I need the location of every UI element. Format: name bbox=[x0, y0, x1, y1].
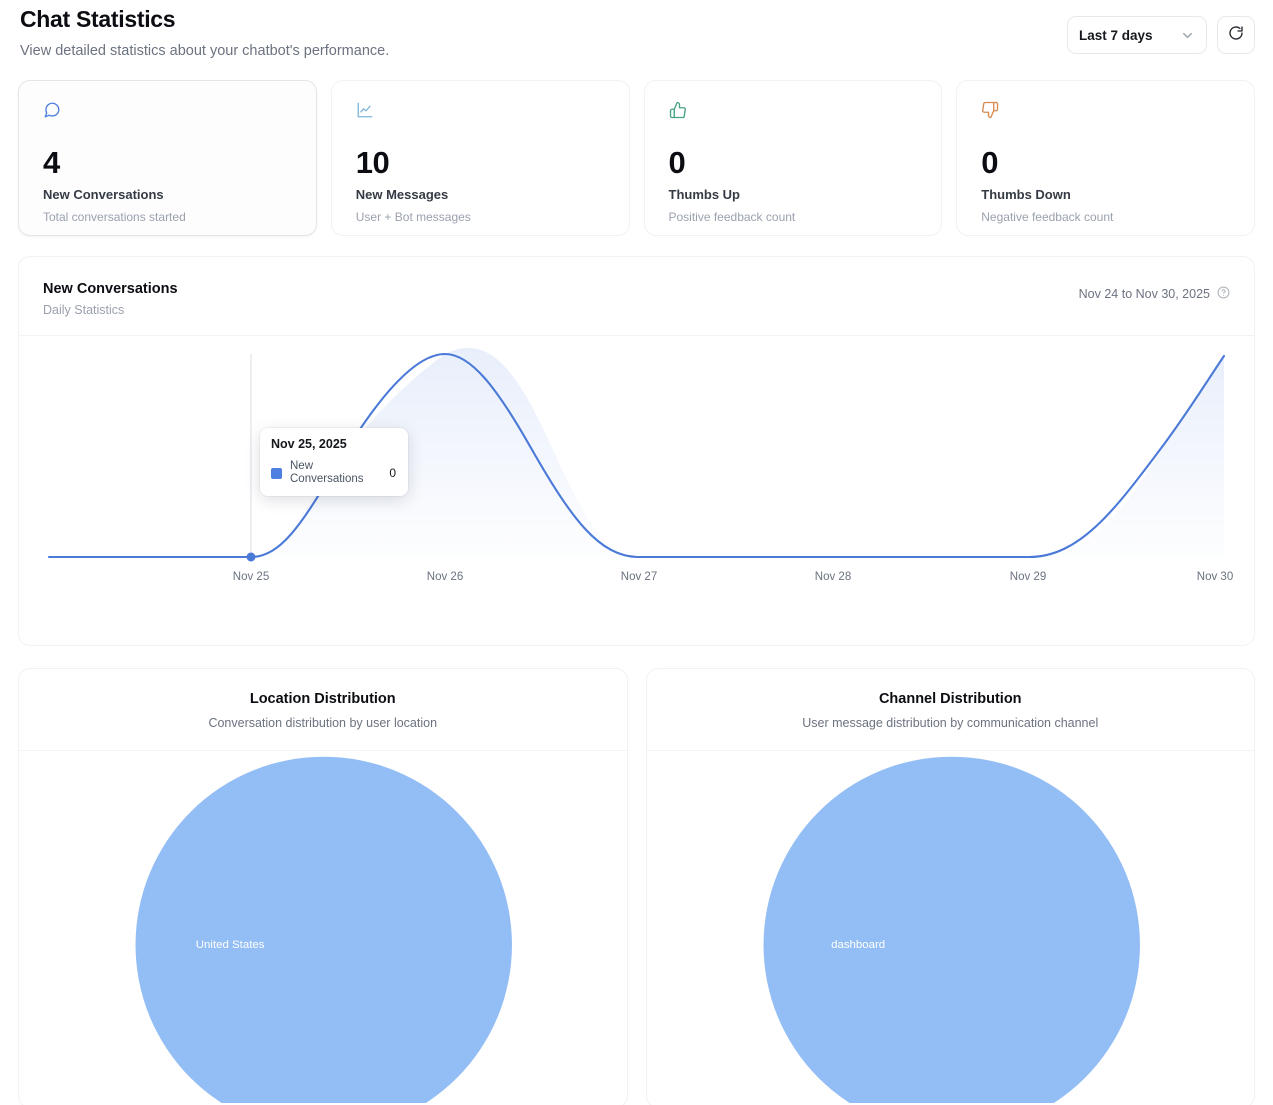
stat-value: 4 bbox=[43, 145, 60, 180]
x-tick-label: Nov 28 bbox=[815, 571, 851, 583]
page-header: Chat Statistics View detailed statistics… bbox=[18, 0, 1255, 62]
pie-slice-label: dashboard bbox=[831, 939, 885, 951]
stat-value: 0 bbox=[668, 145, 686, 180]
area-fill bbox=[49, 347, 1224, 557]
date-range-value: Last 7 days bbox=[1079, 27, 1153, 43]
x-axis-labels: Nov 25 Nov 26 Nov 27 Nov 28 Nov 29 Nov 3… bbox=[233, 571, 1233, 583]
x-tick-label: Nov 29 bbox=[1010, 571, 1046, 583]
x-tick-label: Nov 26 bbox=[427, 571, 463, 583]
page-title: Chat Statistics bbox=[20, 6, 176, 32]
stat-description: Total conversations started bbox=[43, 210, 186, 224]
new-conversations-chart-card: New Conversations Daily Statistics Nov 2… bbox=[18, 256, 1255, 646]
location-distribution-card: Location Distribution Conversation distr… bbox=[18, 668, 628, 1105]
refresh-icon bbox=[1228, 25, 1244, 46]
header-text-block: Chat Statistics View detailed statistics… bbox=[18, 4, 389, 62]
stat-card-thumbs-down[interactable]: 0 Thumbs Down Negative feedback count bbox=[956, 80, 1255, 236]
location-card-title: Location Distribution bbox=[249, 691, 396, 707]
stat-label: New Conversations bbox=[43, 187, 164, 202]
tooltip-series-row: New Conversations 0 bbox=[271, 460, 396, 486]
header-actions: Last 7 days bbox=[1067, 4, 1255, 54]
tooltip-date: Nov 25, 2025 bbox=[271, 437, 347, 451]
stat-label: Thumbs Down bbox=[981, 187, 1071, 202]
thumbs-down-icon bbox=[981, 99, 1232, 121]
stat-description: Negative feedback count bbox=[981, 210, 1114, 224]
channel-pie-svg: dashboard bbox=[763, 756, 1140, 1103]
pie-slice-united-states[interactable] bbox=[135, 756, 512, 1103]
stat-label: Thumbs Up bbox=[668, 187, 741, 202]
chart-tooltip: Nov 25, 2025 New Conversations 0 bbox=[260, 428, 408, 496]
pie-slice-dashboard[interactable] bbox=[763, 756, 1140, 1103]
distribution-cards-row: Location Distribution Conversation distr… bbox=[18, 668, 1255, 1105]
refresh-button[interactable] bbox=[1217, 16, 1255, 54]
stat-card-new-conversations[interactable]: 4 New Conversations Total conversations … bbox=[18, 80, 317, 236]
chart-subtitle: Daily Statistics bbox=[43, 303, 125, 317]
chart-plot-area: Nov 25 Nov 26 Nov 27 Nov 28 Nov 29 Nov 3… bbox=[19, 336, 1254, 638]
message-circle-icon bbox=[43, 99, 294, 121]
stat-label: New Messages bbox=[355, 187, 449, 202]
channel-card-title: Channel Distribution bbox=[878, 691, 1022, 707]
tooltip-color-swatch bbox=[271, 467, 282, 479]
chart-date-range-text: Nov 24 to Nov 30, 2025 bbox=[1078, 287, 1210, 301]
channel-pie-area: dashboard bbox=[647, 751, 1255, 1103]
stat-description: Positive feedback count bbox=[668, 210, 796, 224]
stat-value: 0 bbox=[981, 145, 998, 180]
chart-card-header: New Conversations Daily Statistics Nov 2… bbox=[19, 257, 1254, 336]
page-subtitle: View detailed statistics about your chat… bbox=[20, 43, 390, 59]
stat-value: 10 bbox=[355, 145, 390, 180]
location-card-subtitle: Conversation distribution by user locati… bbox=[208, 716, 438, 730]
chart-title: New Conversations bbox=[43, 281, 178, 297]
stat-card-thumbs-up[interactable]: 0 Thumbs Up Positive feedback count bbox=[643, 80, 943, 236]
date-range-select[interactable]: Last 7 days bbox=[1067, 16, 1207, 54]
tooltip-series-name: New Conversations bbox=[290, 460, 364, 485]
active-data-point[interactable] bbox=[246, 552, 256, 562]
channel-distribution-card: Channel Distribution User message distri… bbox=[645, 668, 1255, 1105]
location-card-header: Location Distribution Conversation distr… bbox=[19, 669, 627, 751]
line-chart-icon bbox=[356, 99, 607, 121]
pie-slice-label: United States bbox=[196, 939, 265, 951]
help-circle-icon[interactable] bbox=[1217, 286, 1230, 302]
location-pie-svg: United States bbox=[135, 756, 512, 1103]
location-pie-area: United States bbox=[19, 751, 627, 1103]
channel-card-subtitle: User message distribution by communicati… bbox=[802, 716, 1099, 730]
x-tick-label: Nov 27 bbox=[621, 571, 657, 583]
stat-card-new-messages[interactable]: 10 New Messages User + Bot messages bbox=[330, 80, 630, 236]
chart-header-text: New Conversations Daily Statistics bbox=[43, 281, 178, 317]
thumbs-up-icon bbox=[669, 99, 920, 121]
tooltip-series-value: 0 bbox=[389, 466, 396, 480]
chevron-down-icon bbox=[1180, 28, 1195, 43]
stat-cards-row: 4 New Conversations Total conversations … bbox=[18, 80, 1255, 236]
x-tick-label: Nov 30 bbox=[1197, 571, 1233, 583]
stat-description: User + Bot messages bbox=[355, 210, 471, 224]
channel-card-header: Channel Distribution User message distri… bbox=[646, 669, 1254, 751]
x-tick-label: Nov 25 bbox=[233, 571, 269, 583]
chart-date-range: Nov 24 to Nov 30, 2025 bbox=[1079, 281, 1230, 302]
